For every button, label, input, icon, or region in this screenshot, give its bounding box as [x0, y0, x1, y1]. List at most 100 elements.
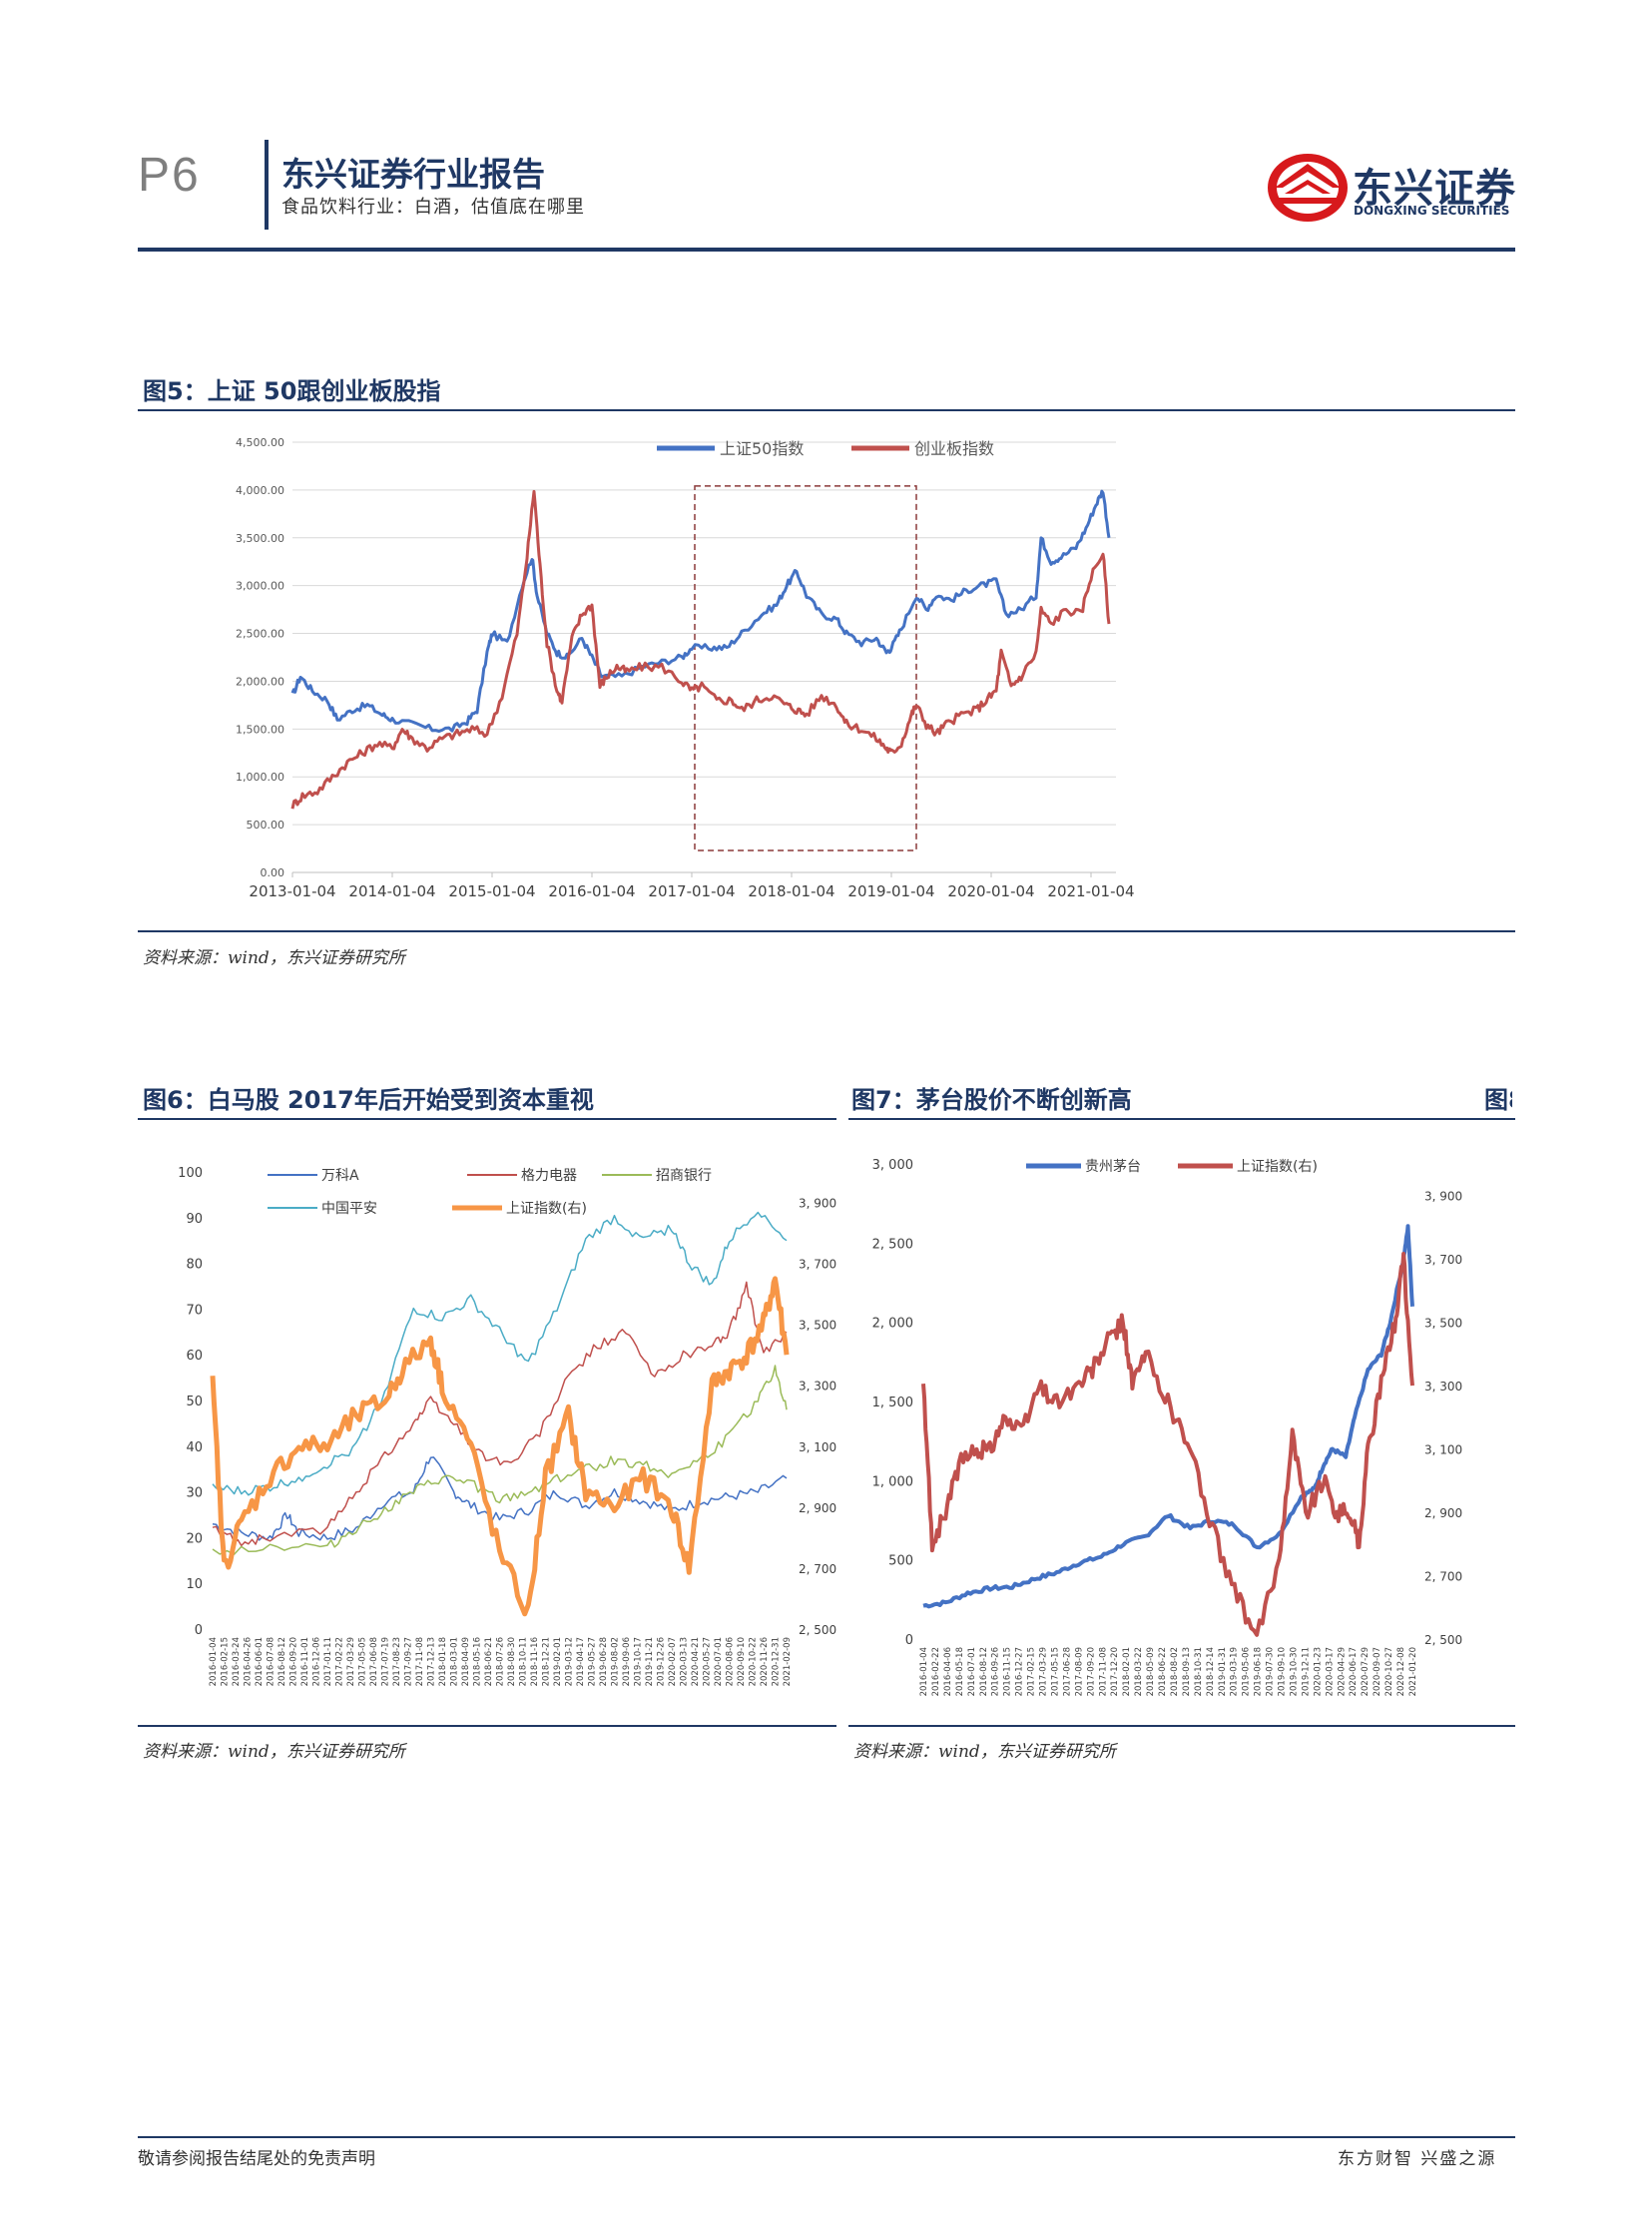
x-tick-label: 2017-05-15	[1050, 1647, 1060, 1696]
chinext-line	[290, 489, 1111, 810]
figure-5-chart: 0.00 500.00 1,000.00 1,500.00 2,000.00 2,500.…	[236, 436, 1135, 900]
x-tick-label: 2017-08-09	[1074, 1647, 1084, 1696]
x-tick-label: 2018-06-22	[1158, 1647, 1168, 1696]
y-left-tick-label: 30	[186, 1486, 203, 1501]
x-tick-label: 2019-05-27	[588, 1637, 598, 1686]
y-right-tick-label: 2, 500	[1424, 1633, 1462, 1647]
x-tick-label: 2018-07-26	[496, 1637, 506, 1686]
x-tick-label: 2020-09-07	[1373, 1647, 1382, 1696]
y-left-tick-label: 0	[905, 1633, 913, 1648]
x-tick-label: 2016-02-15	[221, 1637, 231, 1686]
x-tick-label: 2020-04-21	[691, 1637, 701, 1686]
x-tick-label: 2017-02-15	[1027, 1647, 1037, 1696]
x-tick-label: 2017-01-11	[323, 1637, 333, 1686]
y-tick-label: 2,500.00	[236, 628, 284, 641]
x-tick-label: 2018-05-16	[473, 1637, 483, 1686]
x-tick-label: 2020-05-27	[703, 1637, 713, 1686]
figure-7-title: 图7：茅台股价不断创新高	[851, 1086, 1132, 1114]
x-tick-label: 2018-01-04	[748, 882, 834, 900]
y-left-tick-label: 40	[186, 1440, 203, 1455]
y-right-tick-label: 2, 500	[799, 1623, 836, 1637]
report-subtitle: 食品饮料行业：白酒，估值底在哪里	[281, 197, 585, 218]
x-tick-label: 2020-02-07	[668, 1637, 678, 1686]
x-tick-label: 2016-12-27	[1015, 1647, 1025, 1696]
x-tick-label: 2020-01-23	[1313, 1647, 1323, 1696]
x-tick-label: 2019-04-17	[576, 1637, 586, 1686]
y-right-tick-label: 3, 300	[799, 1380, 836, 1394]
x-tick-label: 2017-06-08	[369, 1637, 379, 1686]
x-tick-label: 2018-01-18	[438, 1637, 448, 1686]
figure-7-source: 资料来源：wind，东兴证券研究所	[853, 1742, 1116, 1762]
legend-label: 创业板指数	[914, 439, 994, 458]
y-left-tick-label: 90	[186, 1212, 203, 1227]
x-tick-label: 2021-01-04	[1047, 882, 1134, 900]
x-tick-label: 2019-07-30	[1266, 1647, 1276, 1696]
y-right-tick-label: 3, 100	[1424, 1443, 1462, 1457]
y-tick-label: 4,000.00	[236, 484, 284, 497]
x-tick-label: 2019-09-10	[1278, 1647, 1288, 1696]
x-tick-label: 2018-06-21	[484, 1637, 494, 1686]
x-tick-label: 2018-10-31	[1194, 1647, 1204, 1696]
x-tick-label: 2016-03-24	[232, 1637, 242, 1686]
x-tick-label: 2018-03-22	[1134, 1647, 1144, 1696]
footer-rule	[138, 2136, 1515, 2138]
x-tick-label: 2020-10-27	[1384, 1647, 1394, 1696]
figure-6-chart: 0 10 20 30 40 50 60 70 80 90 100 2, 500 2, 700 2, 900…	[178, 1166, 836, 1686]
x-tick-label: 2020-01-04	[947, 882, 1034, 900]
x-tick-label: 2019-09-06	[622, 1637, 632, 1686]
x-tick-label: 2021-02-09	[783, 1637, 793, 1686]
x-tick-label: 2020-08-06	[726, 1637, 736, 1686]
x-tick-label: 2018-02-01	[1122, 1647, 1132, 1696]
y-left-tick-label: 1, 500	[872, 1396, 913, 1410]
x-tick-label: 2016-08-12	[979, 1647, 989, 1696]
figure-5-title: 图5：上证 50跟创业板股指	[143, 377, 441, 405]
y-left-tick-label: 0	[195, 1623, 203, 1638]
x-tick-label: 2016-09-26	[991, 1647, 1001, 1696]
x-tick-label: 2020-03-13	[680, 1637, 690, 1686]
x-tick-label: 2014-01-04	[348, 882, 435, 900]
x-tick-label: 2018-12-14	[1206, 1647, 1216, 1696]
x-tick-label: 2020-10-22	[749, 1637, 759, 1686]
x-tick-label: 2018-09-13	[1182, 1647, 1192, 1696]
header-divider	[265, 140, 269, 230]
x-tick-label: 2019-08-02	[611, 1637, 621, 1686]
y-right-tick-label: 2, 700	[1424, 1570, 1462, 1584]
x-tick-label: 2019-01-04	[847, 882, 934, 900]
y-tick-label: 1,500.00	[236, 723, 284, 736]
y-left-tick-label: 500	[888, 1554, 913, 1569]
sz50-line	[290, 489, 1111, 734]
x-tick-label: 2020-11-26	[760, 1637, 770, 1686]
footer-slogan: 东方财智 兴盛之源	[1338, 2149, 1497, 2169]
figure-6-top-rule	[138, 1118, 836, 1120]
x-tick-label: 2019-06-18	[1254, 1647, 1264, 1696]
x-tick-label: 2016-07-01	[967, 1647, 977, 1696]
y-left-tick-label: 1, 000	[872, 1474, 913, 1489]
legend-label: 招商银行	[656, 1168, 712, 1184]
x-tick-label: 2015-01-04	[448, 882, 535, 900]
y-left-tick-label: 3, 000	[872, 1158, 913, 1173]
x-tick-label: 2020-06-17	[1349, 1647, 1359, 1696]
x-tick-label: 2020-04-29	[1337, 1647, 1347, 1696]
figure-7-chart: 0 500 1, 000 1, 500 2, 000 2, 500 3, 000 2, 500…	[872, 1158, 1463, 1696]
x-tick-label: 2017-03-29	[346, 1637, 356, 1686]
series-line-1	[921, 1252, 1414, 1637]
x-tick-label: 2020-12-08	[1396, 1647, 1406, 1696]
figure-6-source: 资料来源：wind，东兴证券研究所	[143, 1742, 405, 1762]
y-left-tick-label: 60	[186, 1349, 203, 1364]
y-tick-label: 2,000.00	[236, 675, 284, 688]
x-tick-label: 2016-04-26	[244, 1637, 254, 1686]
figure-7-top-rule	[848, 1118, 1515, 1120]
legend-label: 上证指数(右)	[506, 1201, 587, 1217]
x-tick-label: 2016-01-04	[209, 1637, 219, 1686]
legend-label: 万科A	[321, 1168, 359, 1184]
x-tick-label: 2016-11-15	[1003, 1647, 1013, 1696]
x-tick-label: 2020-07-29	[1361, 1647, 1371, 1696]
x-tick-label: 2018-12-21	[542, 1637, 552, 1686]
y-left-tick-label: 50	[186, 1395, 203, 1409]
x-tick-label: 2018-11-16	[530, 1637, 540, 1686]
x-tick-label: 2016-01-04	[919, 1647, 929, 1696]
series-line-1	[212, 1281, 788, 1547]
x-tick-label: 2020-09-10	[737, 1637, 747, 1686]
x-tick-label: 2017-12-20	[1110, 1647, 1120, 1696]
y-tick-label: 4,500.00	[236, 436, 284, 449]
